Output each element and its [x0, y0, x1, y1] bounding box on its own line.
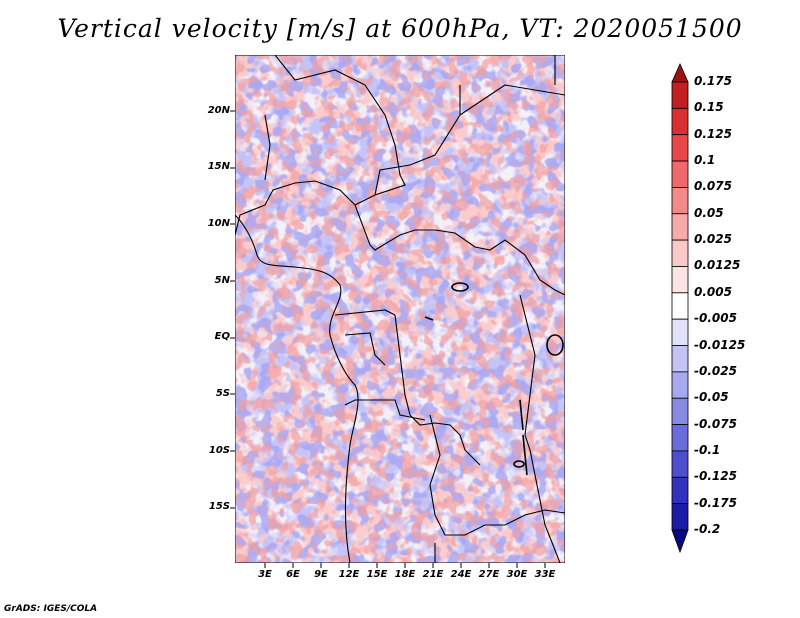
colorbar-label: 0.025	[694, 232, 732, 247]
y-tick-label: 5N	[214, 275, 230, 286]
colorbar-label: -0.05	[694, 390, 729, 405]
y-tick-label: EQ	[214, 331, 230, 342]
x-tick-label: 33E	[534, 569, 556, 580]
colorbar-segment	[671, 160, 689, 188]
colorbar-segment	[671, 134, 689, 162]
colorbar-label: 0.005	[694, 284, 732, 299]
colorbar-label: -0.125	[694, 469, 737, 484]
colorbar-top-arrow	[671, 63, 689, 83]
colorbar-segment	[671, 266, 689, 294]
credit-text: GrADS: IGES/COLA	[4, 604, 98, 614]
colorbar-label: -0.2	[694, 522, 721, 536]
colorbar-bottom-arrow	[671, 529, 689, 554]
y-tick-label: 10S	[208, 445, 230, 456]
colorbar-label: 0.15	[694, 100, 724, 115]
colorbar-label: -0.1	[694, 442, 721, 457]
y-tick-label: 15N	[207, 161, 230, 172]
x-tick-label: 12E	[338, 569, 360, 580]
colorbar-segment	[671, 107, 689, 136]
colorbar-segment	[671, 476, 689, 505]
chart-title: Vertical velocity [m/s] at 600hPa, VT: 2…	[57, 14, 743, 43]
colorbar-label: -0.075	[694, 416, 737, 431]
colorbar-segment	[671, 187, 689, 215]
colorbar-segment	[671, 81, 689, 109]
x-tick-label: 27E	[478, 569, 500, 580]
x-tick-label: 21E	[422, 569, 444, 580]
country-borders	[235, 55, 565, 563]
colorbar-segment	[671, 213, 689, 241]
y-tick-label: 15S	[208, 501, 230, 512]
colorbar-segment	[671, 239, 689, 267]
colorbar-label: 0.125	[694, 126, 732, 141]
colorbar-segment	[671, 503, 689, 531]
colorbar-label: -0.0125	[694, 337, 746, 352]
colorbar	[671, 63, 689, 554]
x-tick-label: 24E	[450, 569, 472, 580]
colorbar-segment	[671, 397, 689, 425]
x-tick-label: 18E	[394, 569, 416, 580]
colorbar-segment	[671, 424, 689, 452]
colorbar-label: 0.075	[694, 179, 732, 194]
field-strong-descent	[235, 55, 565, 563]
lakes	[424, 282, 564, 476]
colorbar-label: 0.05	[694, 205, 724, 220]
colorbar-label: 0.1	[694, 153, 716, 168]
x-tick-label: 6E	[286, 569, 300, 580]
x-tick-label: 3E	[258, 569, 272, 580]
colorbar-label: -0.005	[694, 311, 737, 326]
colorbar-segment	[671, 450, 689, 478]
colorbar-segment	[671, 371, 689, 399]
y-tick-label: 20N	[207, 105, 230, 116]
colorbar-segment	[671, 318, 689, 346]
colorbar-label: -0.175	[694, 495, 737, 510]
colorbar-label: 0.175	[694, 74, 732, 88]
x-tick-label: 30E	[506, 569, 528, 580]
y-tick-label: 10N	[207, 218, 230, 229]
colorbar-label: 0.0125	[694, 258, 741, 273]
y-tick-label: 5S	[215, 388, 230, 399]
vertical-velocity-map	[235, 55, 565, 563]
x-tick-label: 15E	[366, 569, 388, 580]
x-tick-label: 9E	[314, 569, 328, 580]
colorbar-label: -0.025	[694, 363, 737, 378]
colorbar-segment	[671, 292, 689, 320]
colorbar-segment	[671, 345, 689, 373]
